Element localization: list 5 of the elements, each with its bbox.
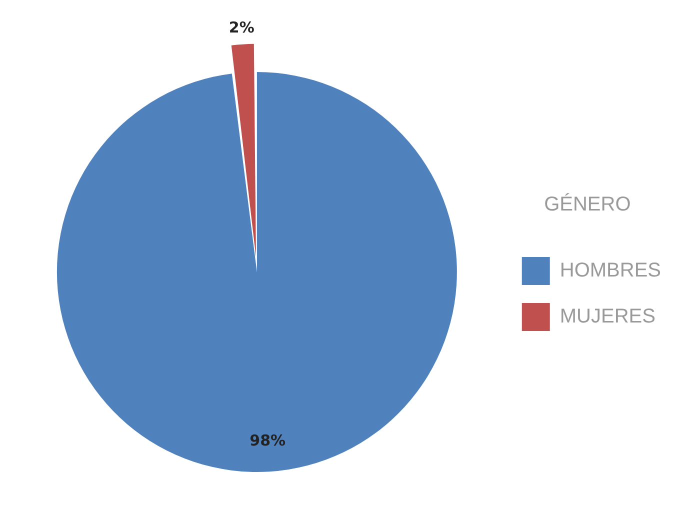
data-label: 2%	[228, 18, 254, 36]
legend-title: GÉNERO	[544, 192, 631, 216]
legend-label: HOMBRES	[560, 260, 661, 282]
data-label: 98%	[250, 432, 286, 450]
legend-label: MUJERES	[560, 306, 656, 328]
